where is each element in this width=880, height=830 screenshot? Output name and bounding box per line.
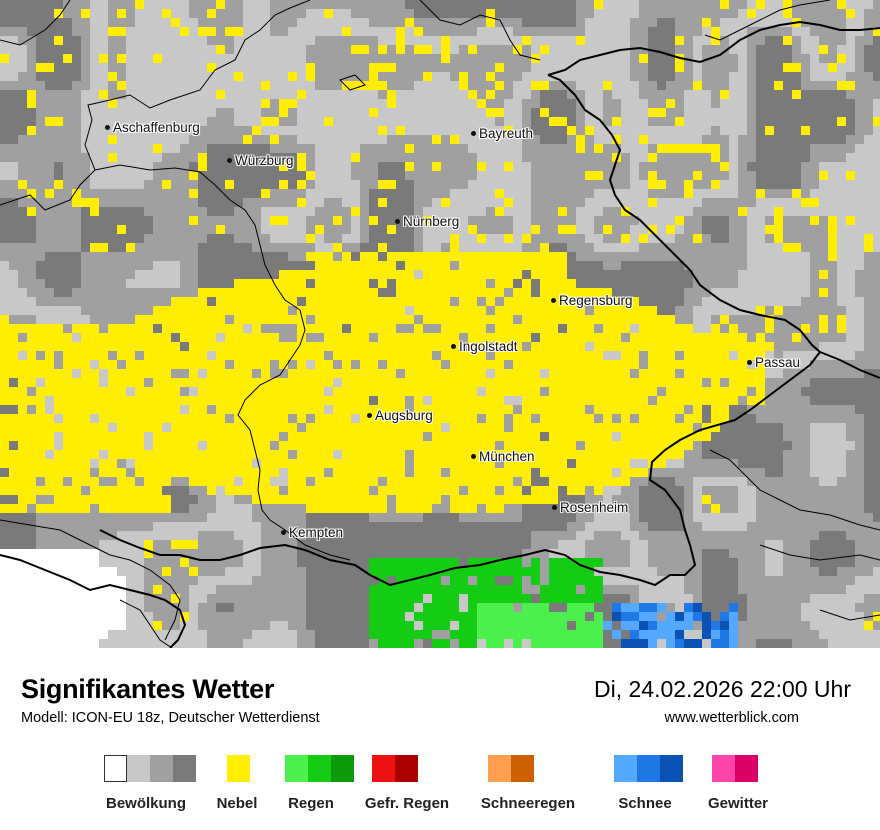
legend-swatch	[331, 755, 354, 782]
city-label: Regensburg	[551, 293, 633, 308]
national-border	[547, 20, 880, 76]
city-label: München	[471, 449, 535, 464]
region-border	[339, 74, 366, 91]
legend-swatch	[127, 755, 150, 782]
legend-swatch	[614, 755, 637, 782]
website-link[interactable]: www.wetterblick.com	[664, 710, 799, 726]
legend-swatch	[150, 755, 173, 782]
legend-swatch	[227, 755, 250, 782]
region-border	[0, 0, 71, 46]
city-marker	[105, 125, 110, 130]
city-marker	[451, 344, 456, 349]
legend-label: Bewölkung	[105, 795, 187, 812]
city-label: Würzburg	[227, 153, 294, 168]
legend-swatch	[488, 755, 511, 782]
city-label: Passau	[747, 355, 800, 370]
city-label: Rosenheim	[552, 500, 628, 515]
legend-swatch	[735, 755, 758, 782]
city-label: Augsburg	[367, 408, 433, 423]
region-border	[419, 0, 541, 61]
legend-label: Gefr. Regen	[364, 795, 450, 812]
city-marker	[471, 454, 476, 459]
legend-swatch	[104, 755, 127, 782]
national-border	[99, 74, 822, 587]
city-label: Aschaffenburg	[105, 120, 200, 135]
city-marker	[552, 505, 557, 510]
model-info: Modell: ICON-EU 18z, Deutscher Wetterdie…	[21, 710, 320, 726]
region-border	[819, 609, 880, 621]
legend-label: Schneeregen	[480, 795, 576, 812]
legend-swatch	[395, 755, 418, 782]
map-canvas	[0, 0, 880, 648]
city-label: Bayreuth	[471, 126, 533, 141]
map-title: Signifikantes Wetter	[21, 674, 275, 704]
city-marker	[551, 298, 556, 303]
region-border	[0, 0, 311, 211]
city-marker	[395, 219, 400, 224]
forecast-datetime: Di, 24.02.2026 22:00 Uhr	[593, 676, 851, 702]
region-border	[94, 164, 351, 561]
city-label: Ingolstadt	[451, 339, 518, 354]
city-label: Kempten	[281, 525, 343, 540]
city-marker	[367, 413, 372, 418]
national-border	[819, 351, 880, 379]
region-border	[704, 0, 831, 41]
map-footer: Signifikantes Wetter Modell: ICON-EU 18z…	[0, 648, 880, 830]
weather-map: Aschaffenburg Würzburg Bayreuth Nürnberg…	[0, 0, 880, 648]
legend-swatch	[511, 755, 534, 782]
legend-label: Gewitter	[707, 795, 769, 812]
legend-label: Regen	[288, 795, 334, 812]
legend-swatch	[173, 755, 196, 782]
border-lines	[0, 0, 880, 648]
legend-swatch	[660, 755, 683, 782]
legend-label: Schnee	[618, 795, 672, 812]
region-border	[759, 544, 880, 561]
city-label: Nürnberg	[395, 214, 459, 229]
region-border	[119, 599, 173, 648]
legend-swatch	[712, 755, 735, 782]
region-border	[0, 519, 181, 641]
legend: Bewölkung Nebel Regen Gefr. Regen	[0, 753, 880, 813]
city-marker	[747, 360, 752, 365]
city-marker	[227, 158, 232, 163]
legend-swatch	[308, 755, 331, 782]
city-marker	[281, 530, 286, 535]
city-marker	[471, 131, 476, 136]
weather-tiles	[0, 0, 880, 648]
national-border	[0, 554, 187, 648]
region-border	[709, 449, 880, 531]
legend-label: Nebel	[216, 795, 258, 812]
legend-swatch	[285, 755, 308, 782]
legend-swatch	[372, 755, 395, 782]
legend-swatch	[637, 755, 660, 782]
